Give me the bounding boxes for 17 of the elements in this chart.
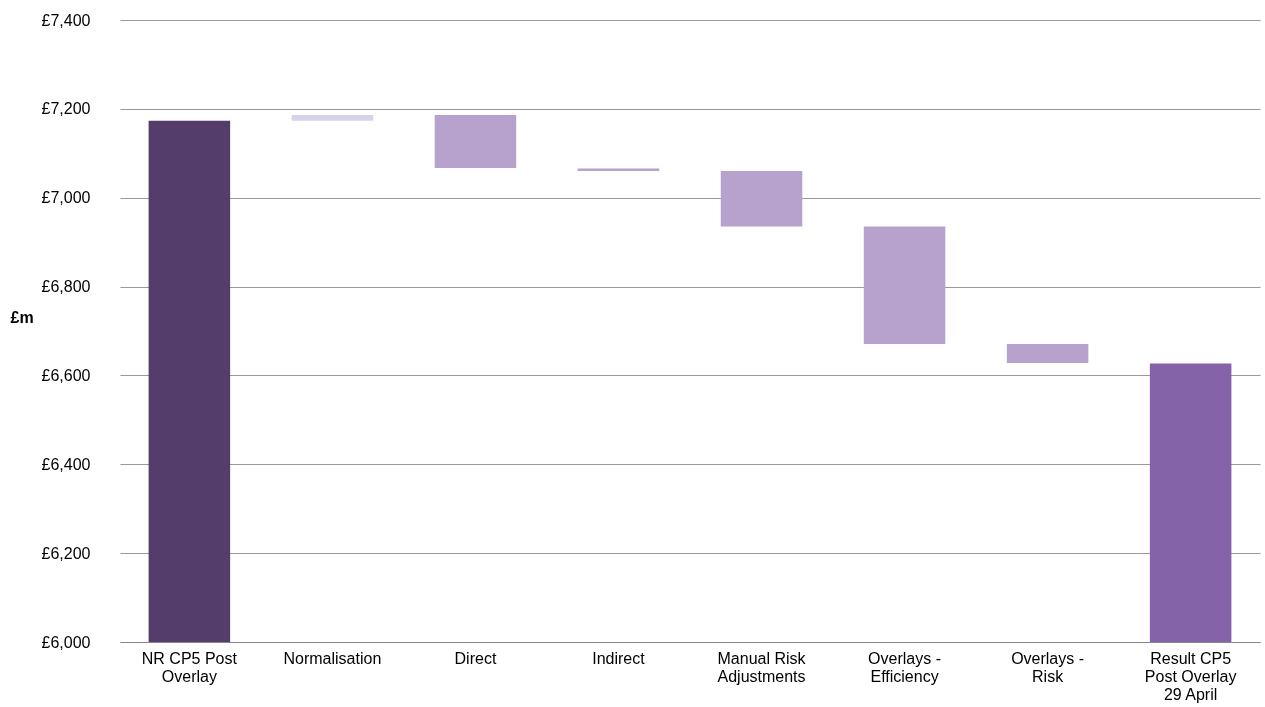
y-tick-label: £6,000 — [41, 633, 91, 651]
y-tick-label: £7,400 — [41, 11, 91, 29]
x-tick-label: Overlays - Risk — [1011, 649, 1085, 685]
x-tick-label: Manual Risk Adjustments — [717, 649, 807, 685]
x-tick-label: NR CP5 Post Overlay — [141, 649, 238, 685]
y-tick-label: £7,200 — [41, 100, 91, 118]
y-axis-title: £m — [10, 308, 34, 326]
y-tick-label: £7,000 — [41, 189, 91, 207]
y-tick-label: £6,200 — [41, 544, 91, 562]
x-tick-label: Direct — [454, 649, 497, 667]
y-tick-label: £6,800 — [41, 278, 91, 296]
x-tick-label: Result CP5 Post Overlay 29 April — [1144, 649, 1237, 703]
x-tick-label: Indirect — [592, 649, 646, 667]
y-tick-label: £6,400 — [41, 455, 91, 473]
x-tick-label: Normalisation — [283, 649, 382, 667]
y-tick-label: £6,600 — [41, 366, 91, 384]
x-tick-label: Overlays - Efficiency — [868, 649, 942, 685]
